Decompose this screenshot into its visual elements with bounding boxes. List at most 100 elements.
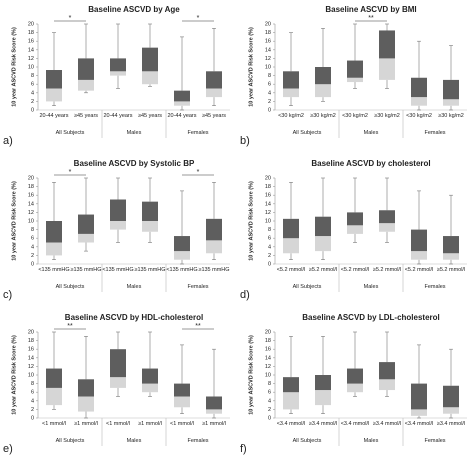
x-tick-label: ≥3.4 mmol/l <box>372 421 402 427</box>
group-label: All Subjects <box>292 130 322 136</box>
box-lower <box>315 236 331 252</box>
box-lower <box>206 240 222 254</box>
box-upper <box>206 71 222 89</box>
box-upper <box>46 368 62 388</box>
y-tick-label: 8 <box>268 381 271 387</box>
y-tick-label: 14 <box>265 201 271 207</box>
group-label: Males <box>363 438 379 444</box>
y-tick-label: 10 <box>28 218 34 224</box>
x-tick-label: <135 mmHG <box>102 267 134 273</box>
x-tick-label: ≥135 mmHG <box>70 267 102 273</box>
y-tick-label: 4 <box>31 244 34 250</box>
box-upper <box>347 212 363 226</box>
y-tick-label: 0 <box>268 261 271 267</box>
box-lower <box>443 407 459 414</box>
group-label: Males <box>363 130 379 136</box>
x-tick-label: <1 mmol/l <box>106 421 130 427</box>
chart-panel: Baseline ASCVD by BMI 10 year ASCVD Risk … <box>237 0 474 154</box>
chart-title: Baseline ASCVD by Age <box>88 5 180 14</box>
box-upper <box>142 368 158 384</box>
box-lower <box>46 88 62 102</box>
group-label: Females <box>424 438 446 444</box>
y-tick-label: 12 <box>28 56 34 62</box>
y-tick-label: 16 <box>28 39 34 45</box>
chart-panel: Baseline ASCVD by LDL-cholesterol 10 year… <box>237 308 474 462</box>
group-label: Females <box>187 438 209 444</box>
box-lower <box>443 253 459 260</box>
y-tick-label: 12 <box>265 364 271 370</box>
y-tick-label: 10 <box>28 372 34 378</box>
box-upper <box>110 199 126 221</box>
y-tick-label: 18 <box>265 184 271 190</box>
y-tick-label: 10 <box>265 218 271 224</box>
x-tick-label: ≥1 mmol/l <box>74 421 98 427</box>
group-label: Females <box>187 284 209 290</box>
box-upper <box>315 375 331 391</box>
box-lower <box>411 97 427 106</box>
y-tick-label: 16 <box>265 193 271 199</box>
x-tick-label: ≥135 mmHG <box>198 267 230 273</box>
significance-label: * <box>69 15 72 22</box>
box-lower <box>174 396 190 408</box>
box-lower <box>379 223 395 232</box>
y-tick-label: 6 <box>31 82 34 88</box>
x-tick-label: ≥30 kg/m2 <box>374 113 400 119</box>
x-tick-label: ≥3.4 mmol/l <box>308 421 338 427</box>
box-upper <box>443 236 459 254</box>
box-upper <box>283 218 299 239</box>
group-label: Males <box>363 284 379 290</box>
significance-label: ** <box>67 323 73 330</box>
y-tick-label: 0 <box>268 415 271 421</box>
box-upper <box>379 210 395 224</box>
box-upper <box>347 368 363 384</box>
box-lower <box>283 238 299 254</box>
x-tick-label: <30 kg/m2 <box>406 113 432 119</box>
box-upper <box>78 379 94 397</box>
x-tick-label: ≥1 mmol/l <box>138 421 162 427</box>
x-tick-label: <1 mmol/l <box>42 421 66 427</box>
y-tick-label: 6 <box>268 82 271 88</box>
significance-label: * <box>197 15 200 22</box>
y-axis-label: 10 year ASCVD Risk Score (%) <box>11 335 17 415</box>
y-tick-label: 20 <box>28 175 34 181</box>
significance-label: * <box>197 169 200 176</box>
y-tick-label: 18 <box>265 30 271 36</box>
y-tick-label: 10 <box>265 372 271 378</box>
x-tick-label: 20-44 years <box>167 113 197 119</box>
x-tick-label: ≥45 years <box>73 113 99 119</box>
box-lower <box>78 233 94 243</box>
group-label: All Subjects <box>292 284 322 290</box>
box-lower <box>315 84 331 98</box>
x-tick-label: ≥3.4 mmol/l <box>436 421 466 427</box>
x-tick-label: <5.2 mmol/l <box>276 267 306 273</box>
chart: Baseline ASCVD by Systolic BP 10 year ASC… <box>3 159 230 301</box>
y-tick-label: 2 <box>31 253 34 259</box>
chart-title: Baseline ASCVD by HDL-cholesterol <box>65 313 203 322</box>
box-lower <box>283 392 299 410</box>
group-label: Females <box>424 130 446 136</box>
x-tick-label: ≥135 mmHG <box>134 267 166 273</box>
y-tick-label: 8 <box>268 73 271 79</box>
group-label: All Subjects <box>292 438 322 444</box>
y-tick-label: 2 <box>268 253 271 259</box>
box-lower <box>110 71 126 76</box>
panel-label: d) <box>240 289 250 301</box>
y-tick-label: 8 <box>31 381 34 387</box>
panel-label: e) <box>3 443 13 455</box>
box-lower <box>411 409 427 416</box>
box-lower <box>46 242 62 256</box>
y-tick-label: 18 <box>28 338 34 344</box>
chart-title: Baseline ASCVD by LDL-cholesterol <box>302 313 440 322</box>
y-tick-label: 6 <box>268 390 271 396</box>
box-upper <box>174 90 190 102</box>
box-lower <box>142 221 158 232</box>
y-tick-label: 0 <box>31 107 34 113</box>
box-lower <box>347 77 363 83</box>
y-tick-label: 6 <box>31 390 34 396</box>
x-tick-label: ≥30 kg/m2 <box>438 113 464 119</box>
box-lower <box>78 79 94 91</box>
x-tick-label: <30 kg/m2 <box>278 113 304 119</box>
y-tick-label: 16 <box>265 347 271 353</box>
box-upper <box>283 71 299 89</box>
